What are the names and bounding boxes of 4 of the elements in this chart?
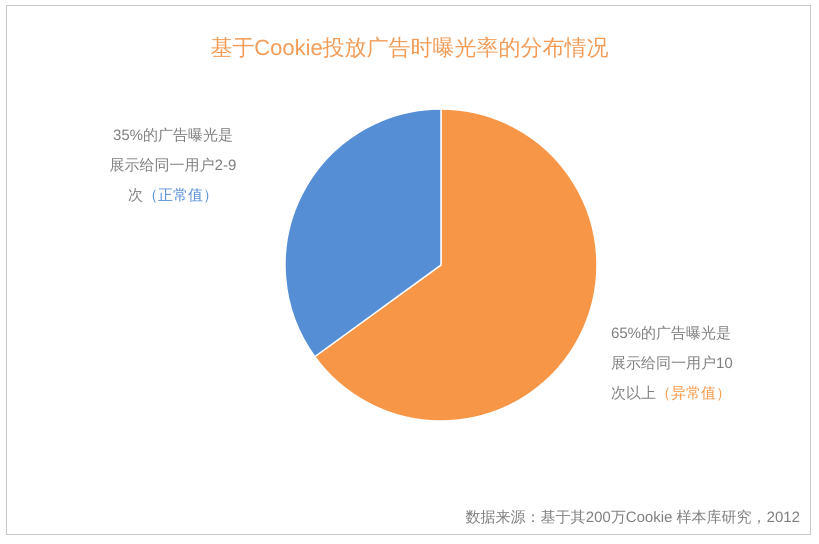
slice-label: 35%的广告曝光是展示给同一用户2-9次（正常值） xyxy=(110,126,236,204)
source-note: 数据来源：基于其200万Cookie 样本库研究，2012 xyxy=(466,508,800,527)
slice-label: 65%的广告曝光是展示给同一用户10次以上（异常值） xyxy=(611,325,733,402)
chart-title: 基于Cookie投放广告时曝光率的分布情况 xyxy=(209,34,610,62)
